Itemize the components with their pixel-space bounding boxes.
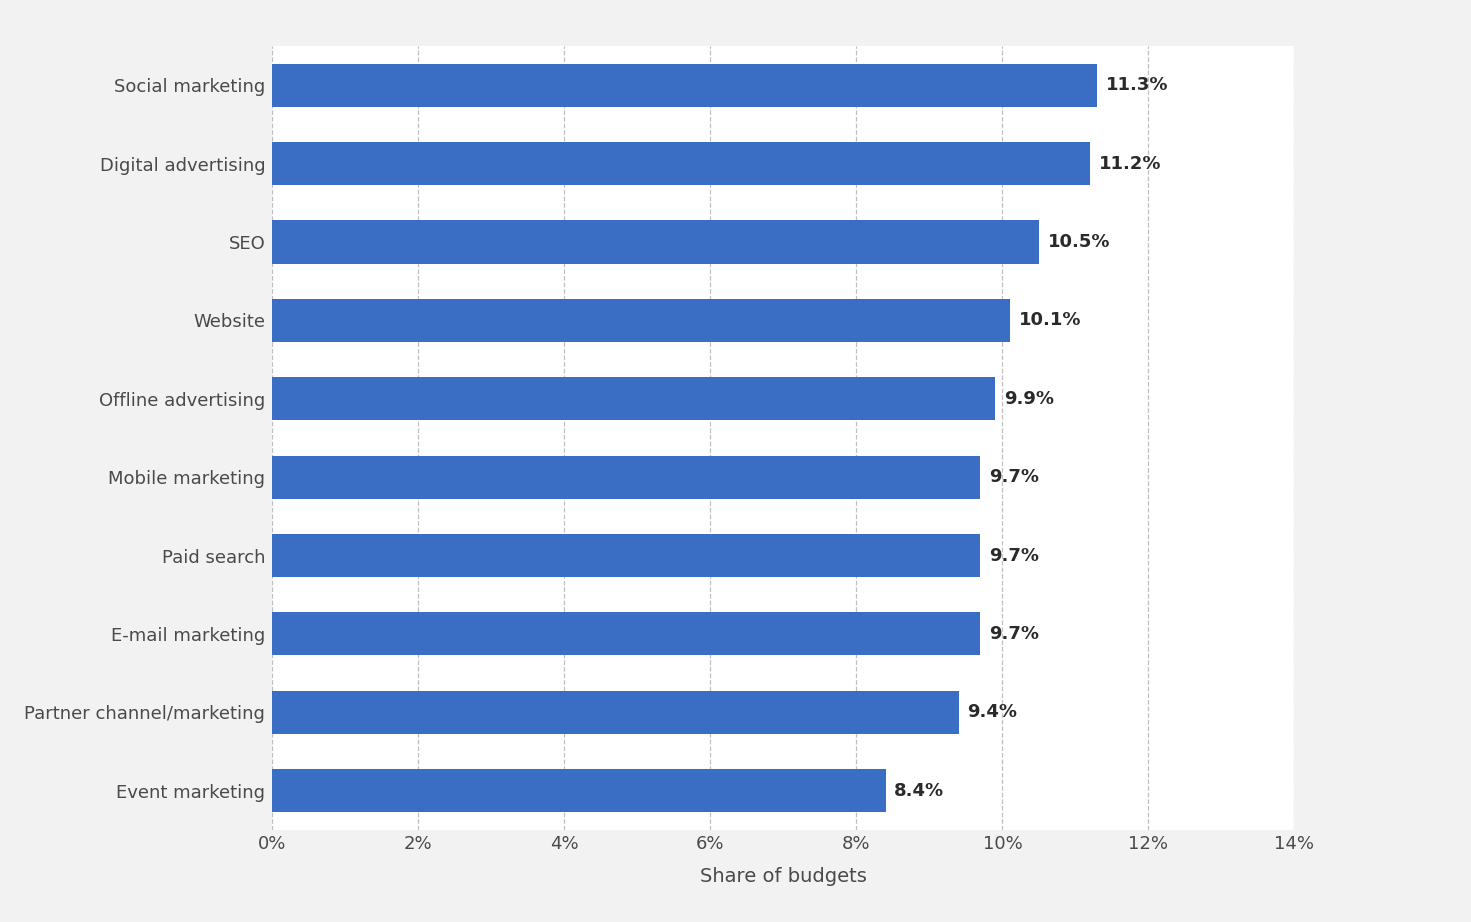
Bar: [272, 64, 1097, 107]
Bar: [272, 220, 1039, 264]
Bar: [272, 534, 981, 577]
Text: 9.9%: 9.9%: [1003, 390, 1053, 408]
Bar: [272, 299, 1009, 342]
Text: 9.7%: 9.7%: [989, 468, 1039, 486]
Bar: [272, 142, 1090, 185]
Bar: [272, 691, 959, 734]
Bar: [272, 377, 994, 420]
Text: 10.1%: 10.1%: [1018, 312, 1081, 329]
Text: 11.3%: 11.3%: [1106, 77, 1168, 94]
Text: 9.7%: 9.7%: [989, 547, 1039, 564]
X-axis label: Share of budgets: Share of budgets: [700, 867, 866, 885]
Text: 8.4%: 8.4%: [894, 782, 944, 799]
Text: 11.2%: 11.2%: [1099, 155, 1161, 172]
Text: 9.7%: 9.7%: [989, 625, 1039, 643]
Bar: [272, 612, 981, 656]
Bar: [272, 455, 981, 499]
Bar: [272, 769, 886, 812]
Text: 9.4%: 9.4%: [968, 703, 1018, 721]
Text: 10.5%: 10.5%: [1047, 233, 1111, 251]
